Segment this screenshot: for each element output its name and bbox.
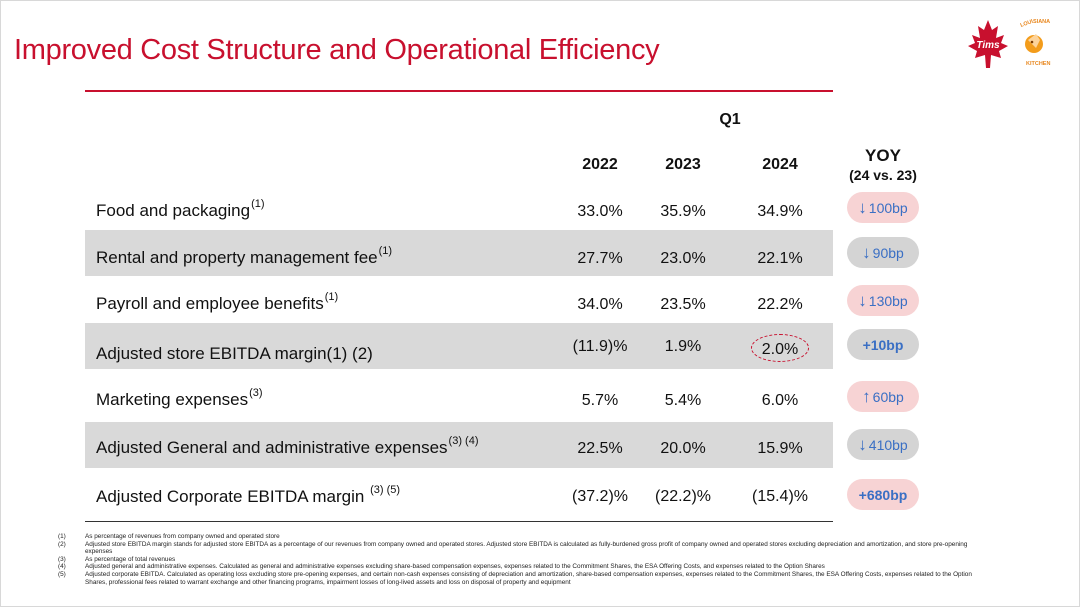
value-2024: 34.9% [757, 203, 803, 220]
year-header-2024: 2024 [762, 156, 798, 173]
tims-maple-leaf-logo: Tims [968, 20, 1008, 68]
value-2024: 6.0% [761, 392, 799, 409]
footnote: (4) Adjusted general and administrative e… [58, 563, 825, 571]
value-2022: (11.9)% [572, 338, 628, 355]
row-label: Adjusted store EBITDA margin(1) (2) [96, 344, 373, 363]
brand-logos: Tims LOUI SIANA KITCHEN [968, 19, 1051, 68]
table-row: Food and packaging(1) 33.0% 35.9% 34.9% [85, 188, 833, 234]
value-2023: 23.5% [660, 296, 706, 313]
value-2022: 27.7% [577, 250, 623, 267]
slide-title: Improved Cost Structure and Operational … [14, 34, 660, 66]
footnotes: (1) As percentage of revenues from compan… [58, 533, 988, 586]
value-2022: 34.0% [577, 296, 623, 313]
footnote: (2) Adjusted store EBITDA margin stands f… [58, 540, 968, 556]
yoy-change-badge: ↓ 130bp [847, 285, 919, 316]
tims-logo-text: Tims [976, 40, 1000, 51]
yoy-change-badge: ↑ 60bp [847, 381, 919, 412]
row-label: Adjusted Corporate EBITDA margin (3) (5) [96, 484, 401, 506]
value-2023: 1.9% [664, 338, 702, 355]
yoy-subtitle: (24 vs. 23) [849, 167, 917, 183]
arrow-down-icon: ↓ [858, 198, 867, 217]
year-header-2022: 2022 [582, 156, 618, 173]
value-2023: 20.0% [660, 440, 706, 457]
value-2023: (22.2)% [654, 488, 712, 505]
value-2022: 33.0% [577, 203, 623, 220]
svg-text:KITCHEN: KITCHEN [1026, 61, 1050, 67]
table-row: Rental and property management fee(1) 27… [85, 230, 833, 276]
value-2022: 22.5% [577, 440, 623, 457]
row-label: Marketing expenses(3) [96, 387, 263, 409]
svg-text:SIANA: SIANA [1033, 19, 1050, 25]
row-label: Rental and property management fee(1) [96, 245, 393, 267]
yoy-change-badge: ↓ 90bp [847, 237, 919, 268]
louisiana-kitchen-logo: LOUI SIANA KITCHEN [1020, 19, 1051, 67]
arrow-down-icon: ↓ [858, 435, 867, 454]
yoy-header: YOY (24 vs. 23) [838, 146, 928, 183]
value-2024: (15.4)% [751, 488, 809, 505]
row-label: Food and packaging(1) [96, 198, 265, 220]
row-label: Payroll and employee benefits(1) [96, 291, 339, 313]
table-row: Marketing expenses(3) 5.7% 5.4% 6.0% [85, 370, 833, 416]
value-2024: 15.9% [757, 440, 803, 457]
value-2022: (37.2)% [571, 488, 629, 505]
yoy-change-badge: ↓ 100bp [847, 192, 919, 223]
arrow-down-icon: ↓ [858, 291, 867, 310]
table-row: Payroll and employee benefits(1) 34.0% 2… [85, 278, 833, 324]
arrow-up-icon: ↑ [862, 387, 871, 406]
table-bottom-rule [85, 521, 833, 522]
value-2023: 5.4% [664, 392, 702, 409]
table-top-rule [85, 90, 833, 92]
footnote: (1) As percentage of revenues from compan… [58, 533, 280, 540]
table-row: Adjusted store EBITDA margin(1) (2) (11.… [85, 323, 833, 369]
svg-text:LOUI: LOUI [1020, 19, 1035, 29]
yoy-title: YOY [865, 146, 901, 165]
table-row: Adjusted General and administrative expe… [85, 422, 833, 468]
highlight-circle [751, 334, 809, 362]
period-header: Q1 [719, 111, 741, 128]
year-header-2023: 2023 [665, 156, 701, 173]
value-2023: 35.9% [660, 203, 706, 220]
value-2024: 22.2% [757, 296, 803, 313]
yoy-change-badge: +680bp [847, 479, 919, 510]
table-row: Adjusted Corporate EBITDA margin (3) (5)… [85, 472, 833, 518]
footnote: (3) As percentage of total revenues [58, 555, 176, 563]
yoy-change-badge: +10bp [847, 329, 919, 360]
footnote: (5) Adjusted corporate EBITDA. Calculated… [58, 570, 972, 586]
yoy-change-badge: ↓ 410bp [847, 429, 919, 460]
value-2022: 5.7% [581, 392, 619, 409]
value-2023: 23.0% [660, 250, 706, 267]
row-label: Adjusted General and administrative expe… [96, 435, 479, 457]
value-2024: 22.1% [757, 250, 803, 267]
arrow-down-icon: ↓ [862, 243, 871, 262]
